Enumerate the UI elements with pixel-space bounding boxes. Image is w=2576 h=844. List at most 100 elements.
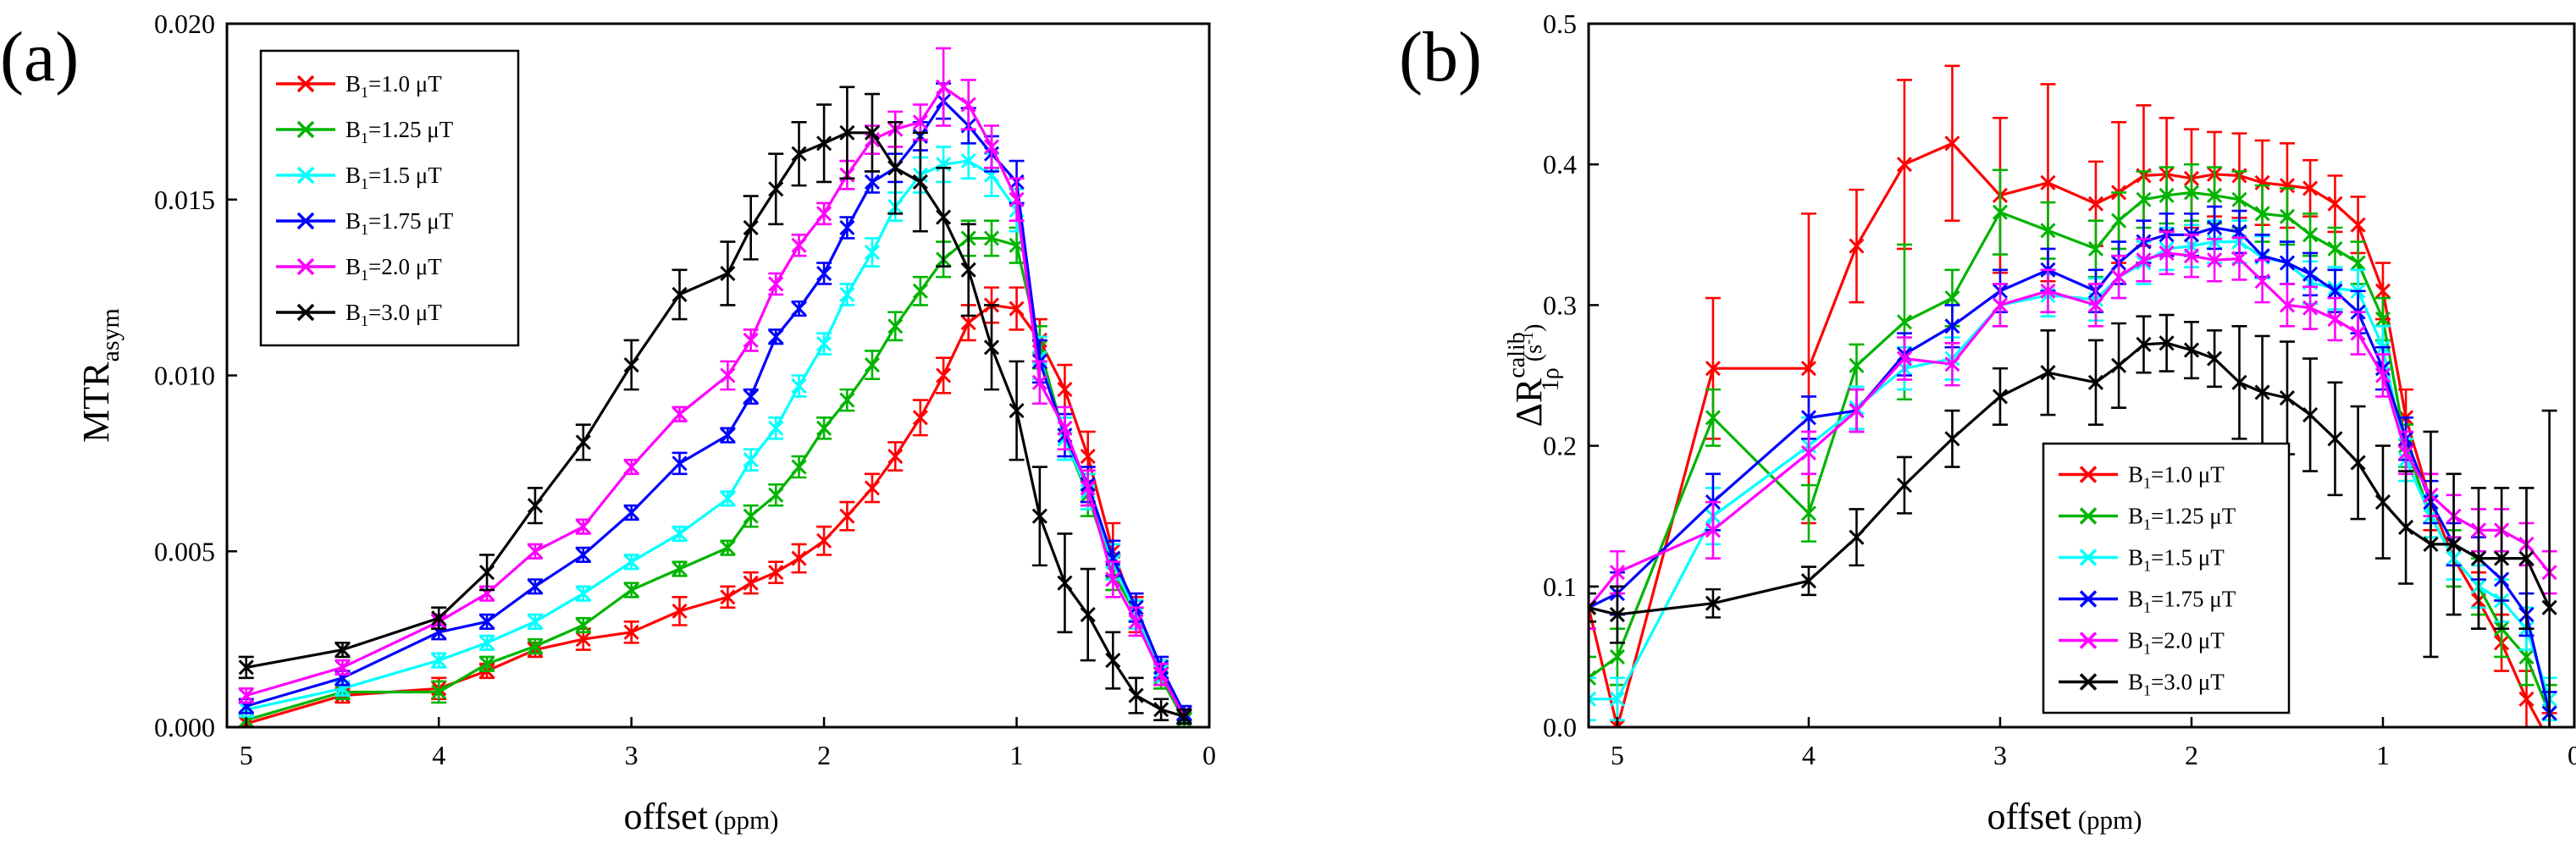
y-tick-label: 0.010: [154, 361, 215, 391]
data-point-marker: [527, 543, 543, 560]
data-point-marker: [2087, 374, 2104, 390]
data-point-marker: [527, 638, 543, 654]
data-point-marker: [887, 160, 904, 176]
data-point-marker: [839, 286, 855, 302]
data-point-marker: [791, 459, 807, 475]
data-point-marker: [2543, 735, 2557, 748]
data-point-marker: [1896, 350, 1912, 367]
legend-label: B1=3.0 μT: [345, 300, 442, 329]
data-point-marker: [912, 114, 928, 130]
data-point-marker: [238, 659, 254, 676]
legend-marker: [296, 303, 315, 322]
y-tick-label: 0.5: [1543, 8, 1577, 39]
data-point-marker: [2040, 283, 2056, 299]
data-point-marker: [575, 434, 591, 450]
data-point-marker: [2254, 206, 2270, 222]
data-point-marker: [2494, 550, 2510, 566]
data-point-marker: [2327, 240, 2343, 257]
legend-item: B1=1.5 μT: [276, 163, 442, 192]
data-point-marker: [1849, 357, 1865, 373]
data-point-marker: [1009, 191, 1025, 207]
data-point-marker: [2087, 196, 2104, 212]
data-point-marker: [2136, 191, 2152, 207]
data-point-marker: [1992, 389, 2009, 405]
data-point-marker: [816, 532, 832, 549]
legend-marker: [2079, 590, 2098, 608]
data-point-marker: [720, 428, 736, 444]
data-point-marker: [720, 490, 736, 506]
data-point-marker: [1944, 431, 1960, 447]
data-point-marker: [1849, 529, 1865, 545]
data-point-marker: [527, 498, 543, 514]
data-point-marker: [2302, 266, 2319, 282]
data-point-marker: [720, 540, 736, 556]
data-point-marker: [2254, 174, 2270, 190]
data-point-marker: [816, 265, 832, 282]
legend-label: B1=2.0 μT: [2128, 628, 2225, 658]
data-point-marker: [1031, 508, 1048, 524]
data-point-marker: [791, 146, 807, 162]
data-point-marker: [864, 174, 881, 190]
data-point-marker: [983, 230, 1000, 246]
data-point-marker: [1705, 410, 1721, 426]
data-point-marker: [791, 301, 807, 317]
data-point-marker: [1800, 573, 1816, 589]
chart-panel-a: (a) 5 4 3 2 1 0 0.000 0.005 0.010 0.015 0.020 offset…: [0, 8, 1216, 837]
legend-marker: [2079, 549, 2098, 566]
data-point-marker: [1589, 670, 1597, 686]
data-point-marker: [983, 139, 1000, 155]
data-point-marker: [1080, 449, 1096, 465]
data-point-marker: [2327, 311, 2343, 328]
x-tick-label: 5: [1611, 740, 1624, 770]
data-point-marker: [2374, 283, 2391, 299]
legend-marker: [2079, 466, 2098, 483]
data-point-marker: [1080, 480, 1096, 496]
legend-marker: [2079, 673, 2098, 691]
data-point-marker: [334, 642, 351, 658]
panel-label: (b): [1399, 18, 1482, 97]
legend-item: B1=1.0 μT: [2059, 462, 2225, 492]
data-point-marker: [1705, 361, 1721, 377]
data-point-marker: [912, 410, 928, 426]
data-point-marker: [2183, 185, 2200, 201]
data-point-marker: [1589, 691, 1597, 707]
legend-item: B1=2.0 μT: [2059, 628, 2225, 658]
data-point-marker: [2279, 178, 2296, 194]
data-point-marker: [887, 449, 904, 465]
legend-item: B1=1.5 μT: [2059, 545, 2225, 575]
data-point-marker: [768, 328, 784, 345]
data-point-marker: [575, 632, 591, 648]
data-point-marker: [2350, 255, 2366, 271]
data-point-marker: [1105, 652, 1121, 669]
data-point-marker: [672, 406, 688, 422]
data-point-marker: [1080, 606, 1096, 623]
data-point-marker: [2302, 227, 2319, 243]
data-point-marker: [839, 392, 855, 408]
data-point-marker: [2350, 217, 2366, 233]
error-bar: [1589, 592, 1596, 623]
data-point-marker: [2183, 248, 2200, 264]
data-point-marker: [839, 124, 855, 141]
data-point-marker: [527, 614, 543, 630]
data-point-marker: [2327, 431, 2343, 447]
data-point-marker: [768, 565, 784, 581]
x-tick-label: 2: [817, 740, 831, 770]
data-point-marker: [1057, 382, 1073, 398]
data-point-marker: [2374, 494, 2391, 510]
data-point-marker: [2374, 311, 2391, 328]
legend-item: B1=1.25 μT: [2059, 504, 2236, 533]
x-tick-label: 0: [2568, 740, 2576, 770]
x-tick-label: 5: [240, 740, 253, 770]
y-tick-label: 0.2: [1543, 431, 1577, 461]
x-axis-label: offset (ppm): [1987, 796, 2142, 837]
data-point-marker: [839, 219, 855, 236]
data-point-marker: [575, 586, 591, 602]
data-point-marker: [2398, 444, 2414, 461]
data-point-marker: [2302, 300, 2319, 316]
data-point-marker: [431, 684, 447, 700]
data-point-marker: [2398, 519, 2414, 536]
legend-marker: [296, 212, 315, 230]
data-point-marker: [1153, 666, 1169, 682]
data-point-marker: [2541, 599, 2557, 615]
legend-label: B1=1.0 μT: [345, 71, 442, 101]
